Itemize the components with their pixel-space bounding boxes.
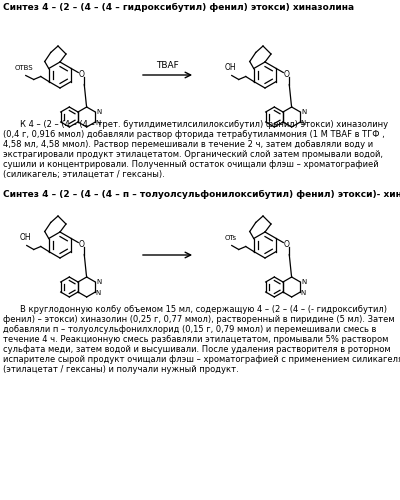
Text: добавляли п – толуолсульфонилхлорид (0,15 г, 0,79 ммол) и перемешивали смесь в: добавляли п – толуолсульфонилхлорид (0,1…: [3, 325, 376, 334]
Text: сушили и концентрировали. Полученный остаток очищали флэш – хроматографией: сушили и концентрировали. Полученный ост…: [3, 160, 379, 169]
Text: N: N: [301, 290, 306, 296]
Text: фенил) – этокси) хиназолин (0,25 г, 0,77 ммол), растворенный в пиридине (5 мл). : фенил) – этокси) хиназолин (0,25 г, 0,77…: [3, 315, 395, 324]
Text: OH: OH: [20, 232, 32, 241]
Text: К 4 – (2 – (4 – (4 – трет. бутилдиметилсилилоксибутил) фенил) этокси) хиназолину: К 4 – (2 – (4 – (4 – трет. бутилдиметилс…: [20, 120, 388, 129]
Text: экстрагировали продукт этилацетатом. Органический слой затем промывали водой,: экстрагировали продукт этилацетатом. Орг…: [3, 150, 383, 159]
Text: 4,58 мл, 4,58 ммол). Раствор перемешивали в течение 2 ч, затем добавляли воду и: 4,58 мл, 4,58 ммол). Раствор перемешивал…: [3, 140, 373, 149]
Text: TBAF: TBAF: [156, 61, 178, 70]
Text: (0,4 г, 0,916 ммол) добавляли раствор фторида тетрабутиламмония (1 М TBAF в ТГФ : (0,4 г, 0,916 ммол) добавляли раствор фт…: [3, 130, 385, 139]
Text: N: N: [96, 120, 101, 126]
Text: N: N: [96, 279, 102, 285]
Text: O: O: [78, 70, 84, 79]
Text: N: N: [301, 279, 306, 285]
Text: Синтез 4 – (2 – (4 – (4 – п – толуолсульфонилоксибутил) фенил) этокси)- хиназоли: Синтез 4 – (2 – (4 – (4 – п – толуолсуль…: [3, 190, 400, 199]
Text: N: N: [301, 109, 306, 115]
Text: O: O: [78, 240, 84, 249]
Text: (силикагель; этилацетат / гексаны).: (силикагель; этилацетат / гексаны).: [3, 170, 165, 179]
Text: O: O: [283, 70, 289, 79]
Text: OH: OH: [225, 62, 236, 72]
Text: течение 4 ч. Реакционную смесь разбавляли этилацетатом, промывали 5% раствором: течение 4 ч. Реакционную смесь разбавлял…: [3, 335, 388, 344]
Text: В круглодонную колбу объемом 15 мл, содержащую 4 – (2 – (4 – (- гидроксибутил): В круглодонную колбу объемом 15 мл, соде…: [20, 305, 387, 314]
Text: N: N: [301, 120, 306, 126]
Text: (этилацетат / гексаны) и получали нужный продукт.: (этилацетат / гексаны) и получали нужный…: [3, 365, 239, 374]
Text: испарителе сырой продукт очищали флэш – хроматографией с применением силикагеля: испарителе сырой продукт очищали флэш – …: [3, 355, 400, 364]
Text: Синтез 4 – (2 – (4 – (4 – гидроксибутил) фенил) этокси) хиназолина: Синтез 4 – (2 – (4 – (4 – гидроксибутил)…: [3, 3, 354, 12]
Text: N: N: [96, 290, 101, 296]
Text: N: N: [96, 109, 102, 115]
Text: сульфата меди, затем водой и высушивали. После удаления растворителя в роторном: сульфата меди, затем водой и высушивали.…: [3, 345, 391, 354]
Text: OTs: OTs: [225, 236, 237, 242]
Text: OTBS: OTBS: [14, 66, 33, 71]
Text: O: O: [283, 240, 289, 249]
